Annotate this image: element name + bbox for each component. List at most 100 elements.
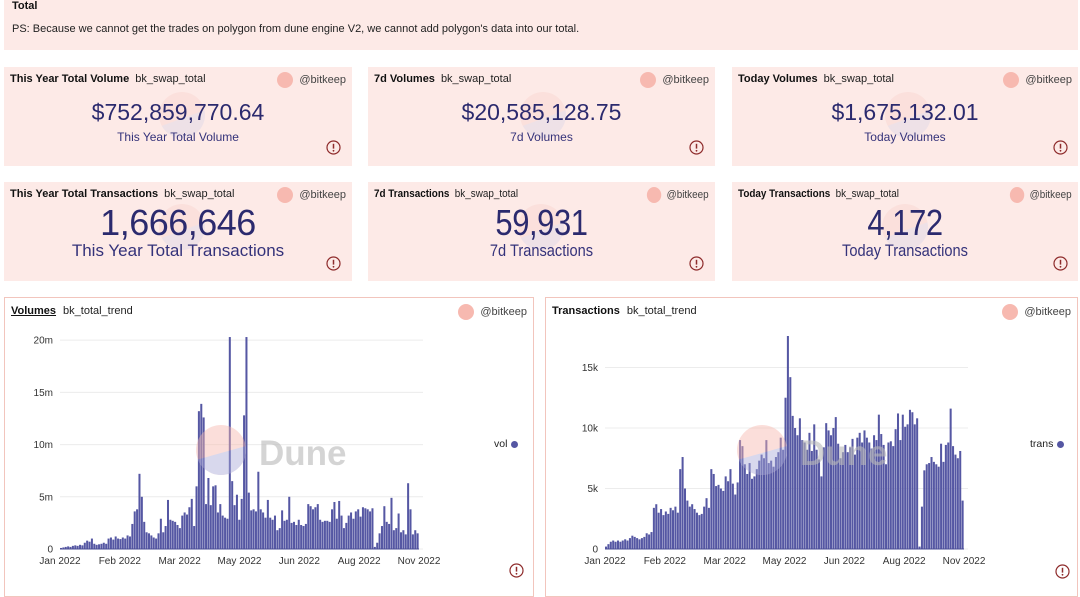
bar[interactable] [331,509,334,549]
bar[interactable] [734,494,737,549]
bar[interactable] [178,528,181,549]
bar[interactable] [887,442,890,550]
bar[interactable] [856,437,859,549]
bar[interactable] [937,466,940,549]
bar[interactable] [619,541,622,549]
bar[interactable] [162,532,165,549]
bar[interactable] [380,526,383,549]
bar[interactable] [707,507,710,549]
author-name[interactable]: @bitkeep [662,74,709,86]
bar[interactable] [207,478,210,549]
bar[interactable] [925,464,928,549]
bar[interactable] [214,485,217,549]
bar[interactable] [605,546,608,549]
bar[interactable] [264,517,267,549]
bar[interactable] [932,461,935,549]
bar[interactable] [786,336,789,549]
bar[interactable] [736,482,739,549]
author-link[interactable]: @bitkeep [1003,72,1072,88]
bar[interactable] [789,377,792,549]
bar[interactable] [626,540,629,549]
bar[interactable] [145,532,148,549]
bar[interactable] [152,537,155,549]
bar[interactable] [166,499,170,549]
bar[interactable] [60,547,63,549]
bar[interactable] [285,519,288,549]
bar[interactable] [83,542,86,549]
bar[interactable] [875,440,878,549]
bar[interactable] [712,473,715,549]
bar[interactable] [710,469,713,550]
author-name[interactable]: @bitkeep [299,189,346,201]
bar[interactable] [961,500,964,549]
bar[interactable] [174,521,177,549]
bar[interactable] [345,522,348,549]
bar[interactable] [729,469,732,550]
bar[interactable] [650,532,653,549]
bar[interactable] [257,471,260,549]
bar[interactable] [767,463,770,549]
bar[interactable] [815,449,818,549]
bar[interactable] [796,435,799,549]
bar[interactable] [782,449,785,549]
bar[interactable] [67,546,70,549]
bar[interactable] [727,481,730,549]
bar[interactable] [200,403,203,549]
bar[interactable] [944,444,947,549]
bar[interactable] [760,454,763,549]
bar[interactable] [662,515,665,549]
bar[interactable] [112,539,115,549]
bar[interactable] [314,507,317,549]
bar[interactable] [361,507,364,549]
bar[interactable] [88,541,91,549]
bar[interactable] [746,473,749,549]
bar[interactable] [369,511,372,549]
bar[interactable] [688,506,691,549]
bar[interactable] [216,512,219,549]
bar[interactable] [338,500,341,549]
bar[interactable] [169,519,172,549]
bar[interactable] [373,546,376,549]
bar[interactable] [190,498,193,549]
bar[interactable] [102,542,105,549]
bar[interactable] [784,397,787,549]
bar[interactable] [407,483,410,549]
bar[interactable] [240,498,243,549]
bar[interactable] [621,540,624,549]
bar[interactable] [366,509,369,549]
bar[interactable] [741,446,744,549]
bar[interactable] [352,518,355,549]
bar[interactable] [228,337,231,549]
bar[interactable] [947,442,950,550]
author-link[interactable]: @bitkeep [647,187,709,203]
bar[interactable] [906,424,909,549]
bar[interactable] [896,413,900,549]
bar[interactable] [803,442,806,550]
bar[interactable] [818,459,821,549]
bar[interactable] [197,411,200,549]
bar[interactable] [117,538,120,549]
bar[interactable] [395,528,398,549]
bar[interactable] [390,497,393,549]
bar[interactable] [176,524,179,549]
bar[interactable] [219,504,222,549]
bar[interactable] [636,538,639,549]
bar[interactable] [342,528,345,549]
bar[interactable] [416,533,419,549]
bar[interactable] [813,424,816,549]
bar[interactable] [832,427,835,549]
bar[interactable] [722,490,725,549]
bar[interactable] [956,458,959,549]
bar[interactable] [64,546,67,549]
bar[interactable] [69,546,72,549]
bar[interactable] [76,545,79,549]
bar[interactable] [679,469,682,550]
bar[interactable] [743,464,746,549]
author-name[interactable]: @bitkeep [1024,306,1071,318]
bar[interactable] [638,539,641,549]
bar[interactable] [794,427,797,549]
bar[interactable] [717,484,720,549]
bar[interactable] [624,539,627,549]
author-link[interactable]: @bitkeep [640,72,709,88]
bar[interactable] [350,512,353,549]
